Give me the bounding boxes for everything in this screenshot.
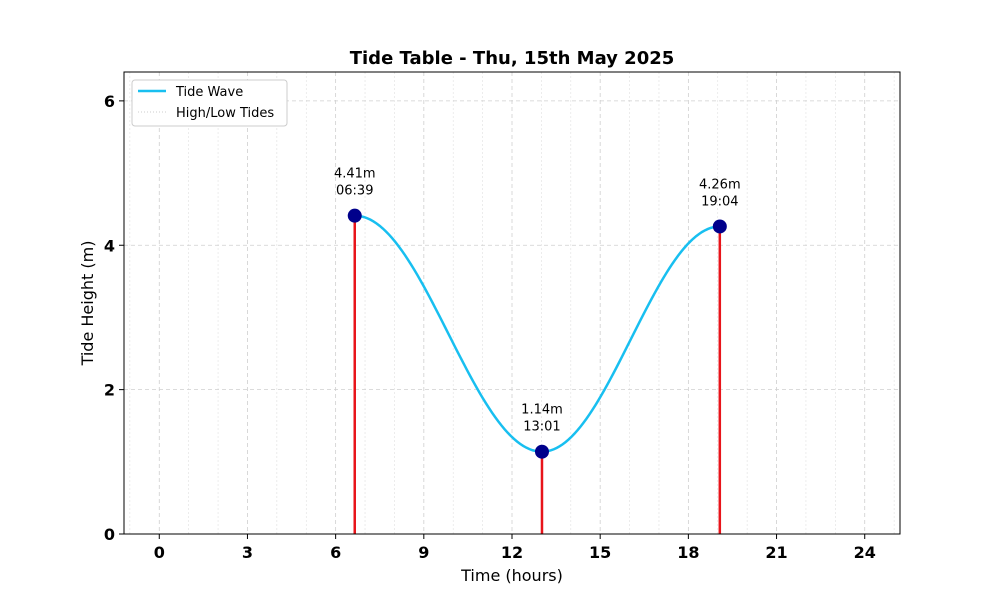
x-tick-label: 15 bbox=[589, 543, 611, 562]
tide-marker bbox=[347, 208, 362, 223]
legend: Tide Wave High/Low Tides bbox=[131, 79, 288, 127]
x-tick-label: 24 bbox=[854, 543, 876, 562]
x-tick-label: 0 bbox=[154, 543, 165, 562]
y-tick-label: 6 bbox=[104, 92, 115, 111]
x-axis-label: Time (hours) bbox=[460, 566, 563, 585]
tide-markers bbox=[347, 208, 727, 459]
tide-height-label: 4.26m bbox=[699, 177, 741, 192]
y-axis-label: Tide Height (m) bbox=[78, 241, 97, 367]
tide-height-label: 4.41m bbox=[334, 167, 376, 182]
tide-annotations: 4.41m 06:39 1.14m 13:01 4.26m 19:04 bbox=[334, 167, 741, 435]
tide-time-label: 19:04 bbox=[701, 194, 738, 209]
tide-time-label: 06:39 bbox=[336, 184, 373, 199]
x-tick-label: 12 bbox=[501, 543, 523, 562]
x-tick-label: 21 bbox=[765, 543, 787, 562]
tide-stems bbox=[353, 215, 722, 534]
legend-box bbox=[131, 79, 288, 127]
y-tick-label: 2 bbox=[104, 381, 115, 400]
tide-time-label: 13:01 bbox=[523, 420, 560, 435]
tide-marker bbox=[534, 444, 549, 459]
y-tick-label: 4 bbox=[104, 236, 115, 255]
chart-title: Tide Table - Thu, 15th May 2025 bbox=[350, 48, 675, 69]
legend-label-tide-wave: Tide Wave bbox=[175, 85, 243, 100]
tide-marker bbox=[712, 219, 727, 234]
grid bbox=[124, 72, 900, 535]
x-tick-label: 6 bbox=[330, 543, 341, 562]
tide-height-label: 1.14m bbox=[521, 403, 563, 418]
x-tick-label: 3 bbox=[242, 543, 253, 562]
x-tick-label: 9 bbox=[418, 543, 429, 562]
legend-label-high-low-tides: High/Low Tides bbox=[176, 106, 274, 121]
x-tick-label: 18 bbox=[677, 543, 699, 562]
y-tick-label: 0 bbox=[104, 525, 115, 544]
